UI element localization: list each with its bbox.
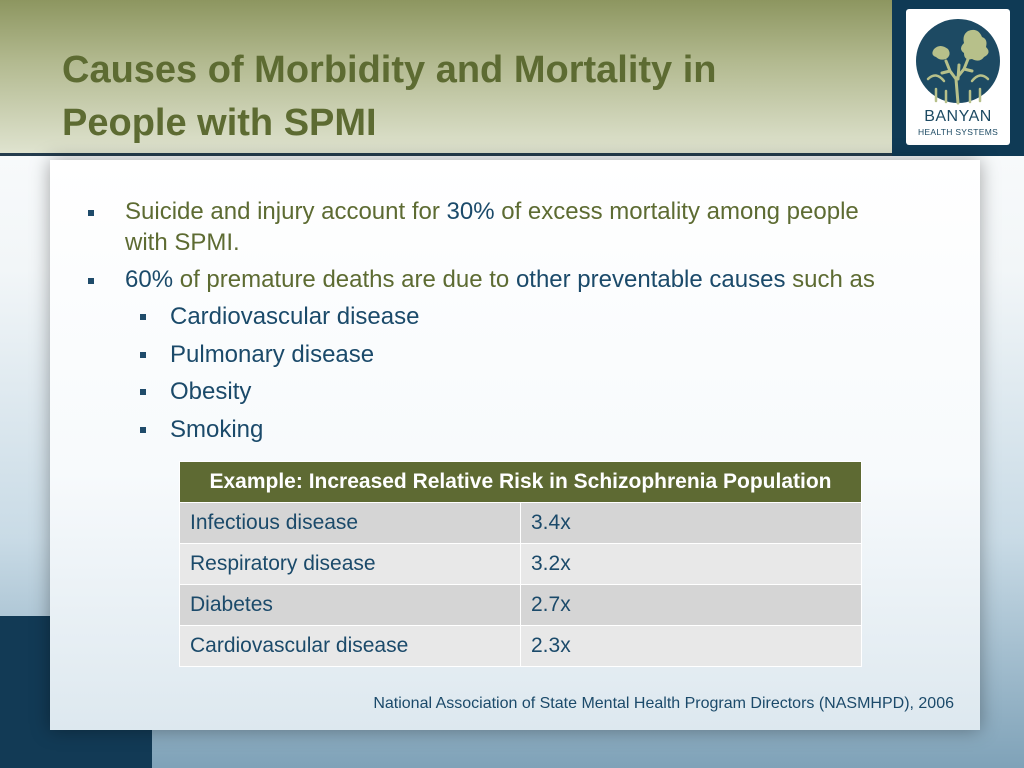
logo-subtitle: HEALTH SYSTEMS bbox=[917, 127, 999, 137]
table-cell-risk: 3.4x bbox=[520, 502, 862, 544]
table-row: Diabetes 2.7x bbox=[179, 584, 862, 626]
bullet-1-pre: Suicide and injury account for bbox=[125, 198, 447, 225]
bullet-1: Suicide and injury account for 30% of ex… bbox=[125, 196, 945, 258]
table-cell-risk: 3.2x bbox=[520, 543, 862, 585]
table-cell-condition: Respiratory disease bbox=[179, 543, 521, 585]
sub-bullet-marker bbox=[140, 427, 146, 433]
slide-title: Causes of Morbidity and Mortality in Peo… bbox=[62, 44, 862, 150]
bullet-2-post: such as bbox=[785, 266, 875, 293]
sub-item-smoking: Smoking bbox=[170, 416, 264, 443]
bullet-marker bbox=[88, 210, 94, 216]
table-header: Example: Increased Relative Risk in Schi… bbox=[179, 461, 862, 503]
sub-bullet-marker bbox=[140, 352, 146, 358]
table-cell-risk: 2.7x bbox=[520, 584, 862, 626]
sub-item-cardiovascular: Cardiovascular disease bbox=[170, 303, 420, 330]
relative-risk-table: Example: Increased Relative Risk in Schi… bbox=[179, 461, 862, 667]
header-band bbox=[0, 0, 892, 153]
table-cell-condition: Infectious disease bbox=[179, 502, 521, 544]
title-line-1: Causes of Morbidity and Mortality in bbox=[62, 49, 717, 91]
sub-item-obesity: Obesity bbox=[170, 378, 252, 405]
logo-name: BANYAN bbox=[924, 108, 992, 125]
table-row: Respiratory disease 3.2x bbox=[179, 543, 862, 585]
sub-bullet-marker bbox=[140, 314, 146, 320]
bullet-1-post: of excess mortality among people bbox=[494, 198, 859, 225]
table-cell-condition: Cardiovascular disease bbox=[179, 625, 521, 667]
table-row: Cardiovascular disease 2.3x bbox=[179, 625, 862, 667]
table-header-row: Example: Increased Relative Risk in Schi… bbox=[179, 461, 862, 503]
bullet-1-line-2: with SPMI. bbox=[125, 229, 240, 256]
title-line-2: People with SPMI bbox=[62, 102, 377, 144]
bullet-1-highlight: 30% bbox=[446, 198, 495, 225]
banyan-logo: BANYAN HEALTH SYSTEMS bbox=[906, 9, 1010, 145]
header-divider bbox=[0, 153, 1024, 156]
bullet-2-highlight-1: 60% bbox=[125, 266, 174, 293]
table-cell-risk: 2.3x bbox=[520, 625, 862, 667]
bullet-marker bbox=[88, 278, 94, 284]
table-cell-condition: Diabetes bbox=[179, 584, 521, 626]
sub-bullet-marker bbox=[140, 389, 146, 395]
citation: National Association of State Mental Hea… bbox=[373, 695, 954, 712]
table-row: Infectious disease 3.4x bbox=[179, 502, 862, 544]
banyan-tree-icon bbox=[916, 19, 1000, 105]
sub-item-pulmonary: Pulmonary disease bbox=[170, 341, 375, 368]
bullet-2-highlight-2: other preventable causes bbox=[515, 266, 786, 293]
bullet-2-mid: of premature deaths are due to bbox=[173, 266, 516, 293]
bullet-2: 60% of premature deaths are due to other… bbox=[125, 264, 965, 295]
